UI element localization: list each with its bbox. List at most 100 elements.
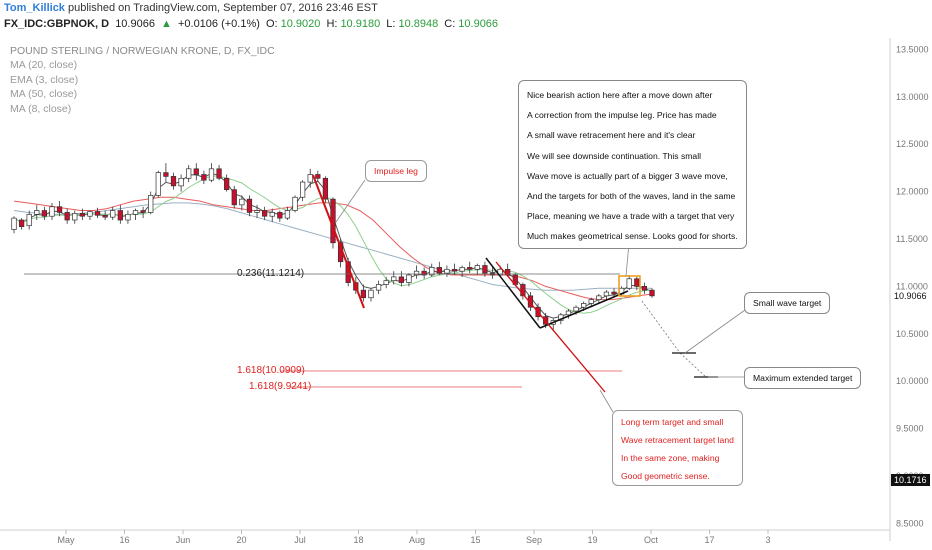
- candle-up[interactable]: [155, 172, 161, 196]
- candle-down[interactable]: [482, 265, 488, 274]
- x-tick-label: May: [57, 535, 75, 545]
- candle-down[interactable]: [634, 278, 640, 287]
- candle-up[interactable]: [72, 213, 78, 221]
- price-axis[interactable]: 13.5000 13.0000 12.5000 12.0000 11.5000 11.00…: [896, 44, 929, 528]
- wave-down-line[interactable]: [485, 257, 541, 329]
- impulse-leg-callout[interactable]: Impulse leg: [365, 160, 427, 182]
- candle-up[interactable]: [368, 289, 374, 299]
- candle-down[interactable]: [520, 284, 526, 297]
- candle-up[interactable]: [413, 270, 420, 276]
- candle-up[interactable]: [284, 210, 291, 219]
- candle-down[interactable]: [611, 291, 617, 295]
- candle-up[interactable]: [299, 181, 306, 198]
- highlight-box[interactable]: [618, 275, 641, 297]
- candle-down[interactable]: [216, 168, 222, 179]
- candle-up[interactable]: [87, 211, 93, 217]
- candle-up[interactable]: [375, 284, 382, 291]
- candle-up[interactable]: [603, 291, 610, 297]
- candle-down[interactable]: [193, 168, 199, 175]
- candle-down[interactable]: [421, 270, 427, 276]
- candle-down[interactable]: [79, 213, 85, 217]
- candle-down[interactable]: [527, 295, 534, 308]
- long-term-target-line[interactable]: [495, 261, 606, 393]
- candle-up[interactable]: [429, 267, 435, 276]
- candle-up[interactable]: [596, 295, 602, 300]
- candle-up[interactable]: [391, 276, 397, 282]
- candle-up[interactable]: [110, 210, 116, 218]
- candle-down[interactable]: [231, 189, 237, 206]
- candle-up[interactable]: [474, 265, 480, 270]
- wave-up-line[interactable]: [539, 290, 629, 329]
- x-tick-label: 17: [704, 535, 714, 545]
- candle-up[interactable]: [406, 274, 412, 283]
- analysis-line-4: We will see downside continuation. This …: [527, 150, 702, 161]
- long-term-target-callout[interactable]: Long term target and small Wave retracem…: [612, 410, 743, 486]
- candle-down[interactable]: [117, 210, 123, 221]
- fib-label-1618-a: 1.618(10.0909): [237, 365, 305, 376]
- small-wave-target-callout[interactable]: Small wave target: [744, 292, 831, 314]
- candle-down[interactable]: [467, 267, 473, 270]
- max-target-callout[interactable]: Maximum extended target: [744, 367, 862, 389]
- author-link[interactable]: Tom_Killick: [4, 2, 65, 14]
- candle-down[interactable]: [641, 286, 648, 291]
- candle-up[interactable]: [11, 217, 17, 230]
- candle-down[interactable]: [18, 219, 25, 227]
- candle-up[interactable]: [186, 168, 192, 179]
- candle-down[interactable]: [315, 174, 321, 179]
- candle-up[interactable]: [459, 267, 465, 272]
- red-note-line-4: Good geometric sense.: [621, 471, 710, 481]
- candle-up[interactable]: [148, 195, 154, 213]
- candle-up[interactable]: [208, 168, 215, 181]
- candle-down[interactable]: [163, 172, 169, 177]
- candle-down[interactable]: [246, 198, 253, 213]
- candle-up[interactable]: [132, 210, 139, 215]
- candle-down[interactable]: [140, 210, 146, 213]
- candle-up[interactable]: [581, 303, 587, 308]
- candle-down[interactable]: [436, 267, 442, 274]
- projection-line-2[interactable]: [679, 352, 707, 378]
- candle-up[interactable]: [178, 177, 184, 187]
- candle-up[interactable]: [49, 206, 55, 217]
- y-tick-label: 11.0000: [896, 281, 928, 291]
- candle-up[interactable]: [626, 278, 632, 289]
- candle-down[interactable]: [102, 214, 108, 218]
- candle-up[interactable]: [307, 174, 313, 183]
- candle-down[interactable]: [398, 276, 404, 283]
- legend-study-ma50[interactable]: MA (50, close): [10, 88, 78, 101]
- candle-up[interactable]: [125, 213, 131, 221]
- analysis-callout[interactable]: Nice bearish action here after a move do…: [518, 80, 747, 249]
- candle-down[interactable]: [262, 210, 268, 217]
- y-tick-label: 13.5000: [896, 44, 929, 54]
- candlesticks: [11, 163, 655, 330]
- projection-line-1[interactable]: [641, 300, 681, 354]
- candle-up[interactable]: [565, 310, 572, 316]
- candle-down[interactable]: [94, 211, 101, 216]
- candle-down[interactable]: [224, 177, 230, 191]
- candle-up[interactable]: [239, 198, 245, 206]
- candle-down[interactable]: [64, 212, 70, 221]
- candle-up[interactable]: [292, 196, 298, 211]
- legend-study-ma20[interactable]: MA (20, close): [10, 59, 78, 72]
- candle-up[interactable]: [573, 306, 579, 312]
- candle-down[interactable]: [322, 177, 329, 200]
- legend-study-ema3[interactable]: EMA (3, close): [10, 73, 79, 86]
- impulse-leg-line[interactable]: [312, 174, 365, 309]
- candle-down[interactable]: [170, 176, 177, 187]
- candle-up[interactable]: [444, 268, 450, 274]
- candle-up[interactable]: [383, 280, 389, 285]
- candle-up[interactable]: [588, 299, 594, 304]
- candle-down[interactable]: [360, 289, 367, 299]
- candle-up[interactable]: [269, 212, 275, 217]
- candle-down[interactable]: [201, 174, 207, 181]
- legend-study-ma8[interactable]: MA (8, close): [10, 102, 72, 115]
- candle-down[interactable]: [451, 268, 458, 272]
- candle-down[interactable]: [649, 289, 655, 297]
- max-target-text: Maximum extended target: [753, 373, 853, 383]
- candle-up[interactable]: [254, 210, 260, 213]
- candle-down[interactable]: [56, 206, 63, 213]
- candle-down[interactable]: [41, 210, 48, 217]
- candle-up[interactable]: [34, 210, 40, 215]
- time-axis[interactable]: May 16 Jun 20 Jul 18 Aug 15 Sep 19 Oct 17 3: [57, 530, 771, 545]
- candle-down[interactable]: [277, 212, 283, 219]
- candle-up[interactable]: [26, 213, 32, 227]
